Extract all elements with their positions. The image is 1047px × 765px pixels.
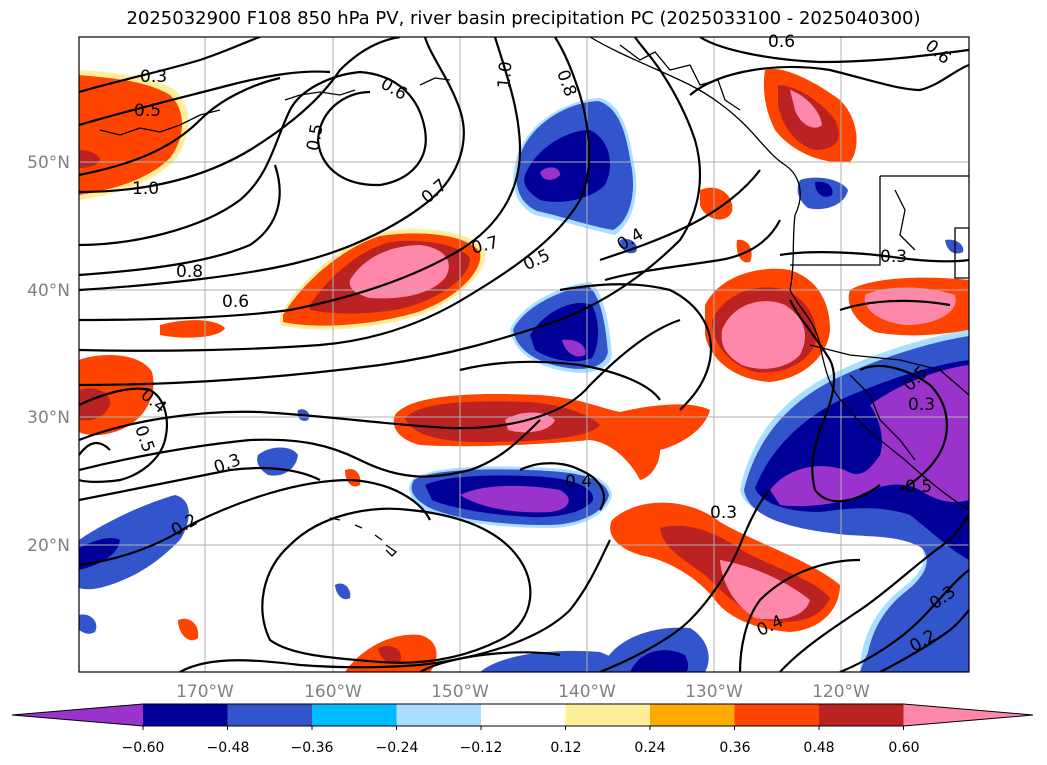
colorbar-tick-label: 0.24 [634, 740, 665, 756]
contour-label: 0.6 [921, 36, 955, 69]
shade-positive-east-far [848, 277, 969, 336]
precipitation-shading [79, 68, 969, 672]
longitude-labels: 170°W 160°W 150°W 140°W 130°W 120°W [176, 682, 870, 702]
lat-label-40n: 40°N [27, 281, 70, 301]
shade-negative-central-25 [408, 466, 612, 528]
shade-positive-east-40 [705, 268, 830, 382]
contour-label: 0.6 [768, 32, 795, 52]
map-frame [78, 36, 970, 673]
contour-label: 0.5 [134, 101, 161, 121]
contour-label: 1.0 [494, 61, 516, 90]
colorbar [11, 703, 1034, 730]
lat-label-30n: 30°N [27, 408, 70, 428]
contour-label: 0.7 [418, 175, 452, 208]
contour-label: 0.5 [303, 122, 327, 152]
lon-label-150w: 150°W [431, 682, 489, 702]
colorbar-extend-min [12, 704, 143, 726]
colorbar-swatch [819, 704, 904, 726]
colorbar-swatch [734, 704, 820, 726]
contour-label: 0.8 [552, 67, 580, 99]
lon-label-120w: 120°W [812, 682, 870, 702]
colorbar-tick-label: −0.48 [207, 740, 250, 756]
lat-label-20n: 20°N [27, 536, 70, 556]
contour-label: 0.6 [377, 74, 410, 105]
latitude-labels: 50°N 40°N 30°N 20°N [27, 153, 70, 556]
colorbar-tick-label: 0.36 [719, 740, 750, 756]
colorbar-tick-label: −0.12 [460, 740, 503, 756]
colorbar-swatch [565, 704, 651, 726]
contour-label: 0.5 [905, 477, 932, 497]
colorbar-swatch [143, 704, 228, 726]
colorbar-tick-label: 0.60 [888, 740, 919, 756]
shade-negative-east [740, 330, 969, 672]
map-title: 2025032900 F108 850 hPa PV, river basin … [126, 8, 921, 29]
contour-label: 0.4 [565, 472, 592, 492]
contour-label: 0.3 [211, 450, 243, 478]
lon-label-130w: 130°W [685, 682, 743, 702]
contour-label: 0.3 [880, 247, 907, 267]
contour-label: 0.5 [130, 423, 158, 455]
lon-label-140w: 140°W [558, 682, 616, 702]
contour-label: 1.0 [132, 179, 159, 199]
contour-label: 0.8 [176, 262, 203, 282]
contour-label: 0.3 [908, 395, 935, 415]
colorbar-swatch [650, 704, 735, 726]
lon-label-170w: 170°W [176, 682, 234, 702]
shade-positive-bc [763, 68, 857, 163]
contour-label: 0.3 [710, 503, 737, 523]
shade-negative-central-40 [510, 282, 612, 373]
colorbar-tick-label: −0.36 [291, 740, 334, 756]
contour-label: 0.5 [520, 245, 553, 275]
lat-label-50n: 50°N [27, 153, 70, 173]
colorbar-tick-label: −0.24 [376, 740, 419, 756]
shade-positive-central-30 [393, 394, 710, 480]
colorbar-tick-label: 0.48 [803, 740, 834, 756]
lon-label-160w: 160°W [304, 682, 362, 702]
colorbar-extend-max [903, 704, 1033, 726]
contour-label: 0.6 [222, 292, 249, 312]
contour-label: 0.3 [140, 67, 167, 87]
colorbar-labels: −0.60 −0.48 −0.36 −0.24 −0.12 0.12 0.24 … [122, 740, 920, 756]
coastlines [99, 37, 969, 557]
shade-negative-north [513, 98, 637, 235]
shade-positive-southeast [610, 502, 840, 632]
colorbar-tick-label: −0.60 [122, 740, 165, 756]
colorbar-swatch [227, 704, 313, 726]
colorbar-tick-label: 0.12 [550, 740, 581, 756]
pv-contours [79, 37, 969, 672]
shade-negative-west [79, 495, 189, 634]
colorbar-swatch [396, 704, 482, 726]
shade-positive-central-north [280, 229, 486, 330]
contour-label: 0.7 [469, 232, 500, 258]
colorbar-swatch [481, 704, 566, 726]
colorbar-swatch [312, 704, 397, 726]
shade-small-positive [160, 187, 752, 672]
